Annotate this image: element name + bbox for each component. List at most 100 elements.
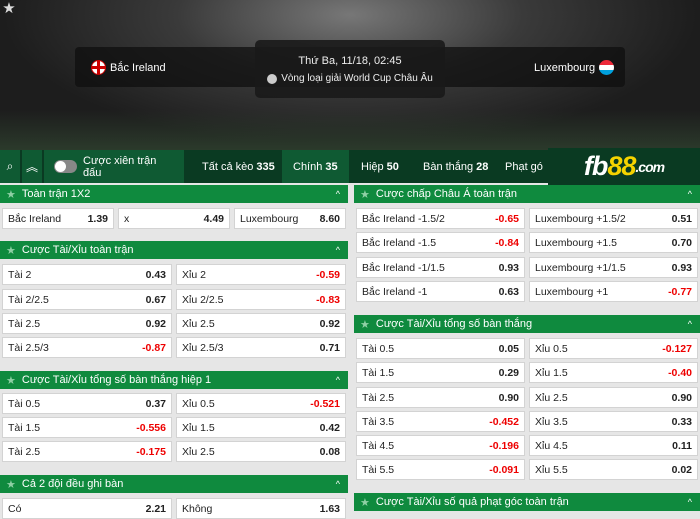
odds-value: 0.93	[671, 261, 692, 274]
odds-cell[interactable]: Bắc Ireland 1.39	[2, 208, 114, 229]
odds-cell[interactable]: Tài 0.5 0.37	[2, 393, 172, 414]
odds-label: Xỉu 1.5	[182, 421, 215, 434]
market-header[interactable]: ★ Cược Tài/Xỉu số quả phạt góc toàn trận ^	[354, 493, 700, 511]
chevron-up-icon[interactable]: ^	[335, 189, 340, 199]
odds-cell[interactable]: x 4.49	[118, 208, 230, 229]
chevron-up-icon[interactable]: ^	[687, 497, 692, 507]
odds-cell[interactable]: Bắc Ireland -1 0.63	[356, 281, 525, 302]
odds-cell[interactable]: Bắc Ireland -1.5/2 -0.65	[356, 208, 525, 229]
odds-value: 0.92	[319, 317, 340, 330]
collapse-all-icon[interactable]: ︽	[22, 150, 42, 183]
odds-cell[interactable]: Xỉu 2.5/3 0.71	[176, 337, 346, 358]
odds-cell[interactable]: Có 2.21	[2, 498, 172, 519]
odds-cell[interactable]: Xỉu 1.5 -0.40	[529, 362, 698, 383]
market-header[interactable]: ★ Cược chấp Châu Á toàn trận ^	[354, 185, 700, 203]
parlay-toggle[interactable]: Cược xiên trận đấu	[44, 150, 184, 183]
odds-cell[interactable]: Tài 5.5 -0.091	[356, 459, 525, 480]
odds-value: 0.63	[498, 285, 519, 298]
odds-cell[interactable]: Xỉu 0.5 -0.521	[176, 393, 346, 414]
star-icon[interactable]: ★	[360, 188, 370, 201]
odds-cell[interactable]: Bắc Ireland -1.5 -0.84	[356, 232, 525, 253]
market-title: Cược Tài/Xỉu tổng số bàn thắng hiệp 1	[21, 374, 212, 386]
odds-cell[interactable]: Luxembourg +1.5 0.70	[529, 232, 698, 253]
star-icon[interactable]: ★	[360, 318, 370, 331]
market-header[interactable]: ★ Toàn trận 1X2 ^	[0, 185, 348, 203]
odds-label: Tài 1.5	[362, 366, 395, 379]
odds-label: Bắc Ireland -1.5/2	[362, 212, 445, 225]
odds-value: -0.84	[495, 236, 519, 249]
tab-goals[interactable]: Bàn thắng 28	[423, 150, 488, 183]
odds-cell[interactable]: Tài 2.5 0.92	[2, 313, 172, 334]
odds-cell[interactable]: Luxembourg +1.5/2 0.51	[529, 208, 698, 229]
tab-count: 50	[386, 160, 399, 173]
toggle-switch[interactable]	[54, 160, 78, 173]
star-icon[interactable]: ★	[6, 374, 16, 387]
odds-cell[interactable]: Tài 3.5 -0.452	[356, 411, 525, 432]
odds-cell[interactable]: Tài 0.5 0.05	[356, 338, 525, 359]
odds-label: Luxembourg +1/1.5	[535, 261, 626, 274]
odds-value: -0.521	[310, 397, 340, 410]
search-icon[interactable]: ⌕	[0, 150, 20, 183]
tab-corners[interactable]: Phạt gó	[505, 150, 543, 183]
tab-all[interactable]: Tất cả kèo 335	[202, 150, 275, 183]
odds-cell[interactable]: Tài 2.5 -0.175	[2, 441, 172, 462]
star-icon[interactable]: ★	[6, 478, 16, 491]
star-icon[interactable]: ★	[6, 244, 16, 257]
market-header[interactable]: ★ Cả 2 đội đều ghi bàn ^	[0, 475, 348, 493]
odds-cell[interactable]: Tài 4.5 -0.196	[356, 435, 525, 456]
away-team: Luxembourg	[534, 60, 615, 75]
market-header[interactable]: ★ Cược Tài/Xỉu tổng số bàn thắng hiệp 1 ^	[0, 371, 348, 389]
market-header[interactable]: ★ Cược Tài/Xỉu tổng số bàn thắng ^	[354, 315, 700, 333]
odds-cell[interactable]: Tài 2.5 0.90	[356, 387, 525, 408]
odds-cell[interactable]: Luxembourg +1 -0.77	[529, 281, 698, 302]
chevron-up-icon[interactable]: ^	[687, 319, 692, 329]
odds-cell[interactable]: Xỉu 2/2.5 -0.83	[176, 289, 346, 310]
favorite-star-icon[interactable]: ★	[2, 0, 16, 17]
tab-half[interactable]: Hiệp 50	[361, 150, 399, 183]
odds-cell[interactable]: Luxembourg +1/1.5 0.93	[529, 257, 698, 278]
tab-label: Tất cả kèo	[202, 160, 254, 173]
odds-value: -0.77	[668, 285, 692, 298]
odds-value: 0.42	[319, 421, 340, 434]
odds-cell[interactable]: Xỉu 1.5 0.42	[176, 417, 346, 438]
odds-value: -0.59	[316, 268, 340, 281]
odds-label: Luxembourg +1	[535, 285, 609, 298]
odds-cell[interactable]: Luxembourg 8.60	[234, 208, 346, 229]
odds-label: Tài 2	[8, 268, 32, 281]
odds-cell[interactable]: Tài 2/2.5 0.67	[2, 289, 172, 310]
odds-label: Tài 0.5	[362, 342, 395, 355]
odds-cell[interactable]: Xỉu 2 -0.59	[176, 264, 346, 285]
market-title: Toàn trận 1X2	[21, 188, 91, 200]
star-icon[interactable]: ★	[360, 496, 370, 509]
odds-cell[interactable]: Xỉu 2.5 0.90	[529, 387, 698, 408]
league-icon	[267, 73, 278, 84]
market-header[interactable]: ★ Cược Tài/Xỉu toàn trận ^	[0, 241, 348, 259]
odds-cell[interactable]: Xỉu 4.5 0.11	[529, 435, 698, 456]
tab-label: Phạt gó	[505, 160, 543, 173]
odds-cell[interactable]: Xỉu 2.5 0.92	[176, 313, 346, 334]
odds-cell[interactable]: Bắc Ireland -1/1.5 0.93	[356, 257, 525, 278]
odds-cell[interactable]: Xỉu 3.5 0.33	[529, 411, 698, 432]
chevron-up-icon[interactable]: ^	[687, 189, 692, 199]
odds-cell[interactable]: Xỉu 5.5 0.02	[529, 459, 698, 480]
odds-cell[interactable]: Không 1.63	[176, 498, 346, 519]
chevron-up-icon[interactable]: ^	[335, 479, 340, 489]
odds-cell[interactable]: Xỉu 0.5 -0.127	[529, 338, 698, 359]
odds-cell[interactable]: Tài 1.5 -0.556	[2, 417, 172, 438]
star-icon[interactable]: ★	[6, 188, 16, 201]
odds-label: Tài 3.5	[362, 415, 395, 428]
odds-value: 4.49	[203, 212, 224, 225]
odds-value: 0.93	[498, 261, 519, 274]
chevron-up-icon[interactable]: ^	[335, 375, 340, 385]
odds-value: -0.127	[662, 342, 692, 355]
odds-cell[interactable]: Tài 2 0.43	[2, 264, 172, 285]
odds-cell[interactable]: Xỉu 2.5 0.08	[176, 441, 346, 462]
odds-value: -0.556	[136, 421, 166, 434]
market-title: Cả 2 đội đều ghi bàn	[21, 478, 124, 490]
odds-cell[interactable]: Tài 2.5/3 -0.87	[2, 337, 172, 358]
odds-cell[interactable]: Tài 1.5 0.29	[356, 362, 525, 383]
chevron-up-icon[interactable]: ^	[335, 245, 340, 255]
odds-value: 0.51	[671, 212, 692, 225]
home-team-name: Bắc Ireland	[110, 61, 166, 74]
tab-main[interactable]: Chính 35	[282, 150, 349, 183]
